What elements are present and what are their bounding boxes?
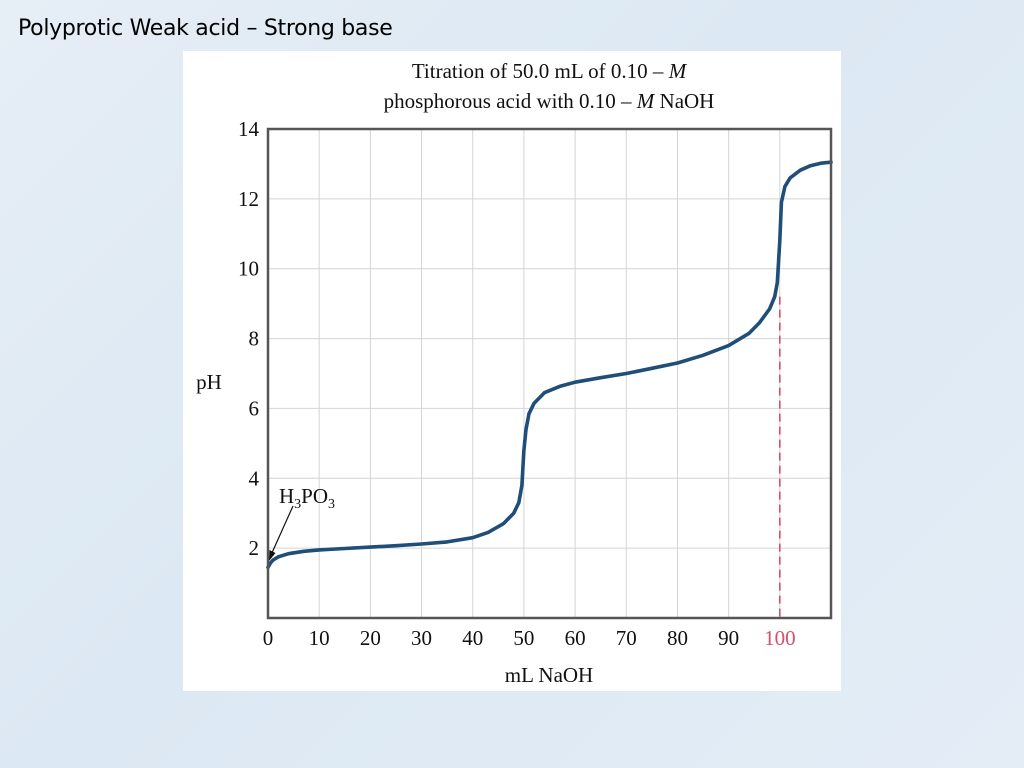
x-tick-label: 40: [462, 626, 483, 650]
plot-frame: [266, 127, 833, 620]
x-tick-label: 90: [718, 626, 739, 650]
x-tick-label-equivalence: 100: [764, 626, 796, 650]
x-tick-labels: 0 10 20 30 40 50 60 70 80 90 100: [263, 626, 796, 650]
titration-curve: [266, 160, 833, 570]
chart-panel: Titration of 50.0 mL of 0.10 – M phospho…: [183, 51, 841, 691]
x-tick-label: 70: [616, 626, 637, 650]
slide-title: Polyprotic Weak acid – Strong base: [18, 16, 393, 41]
y-tick-label: 8: [249, 327, 260, 351]
y-tick-label: 6: [249, 396, 260, 420]
x-tick-label: 50: [513, 626, 534, 650]
chart-title-line-1: Titration of 50.0 mL of 0.10 – M: [412, 59, 688, 83]
y-tick-label: 2: [249, 536, 260, 560]
x-axis-label: mL NaOH: [505, 663, 593, 687]
curve-layer: [266, 160, 833, 570]
x-tick-label: 30: [411, 626, 432, 650]
x-tick-label: 0: [263, 626, 274, 650]
x-tick-label: 20: [360, 626, 381, 650]
x-tick-label: 60: [565, 626, 586, 650]
y-tick-label: 4: [249, 466, 260, 490]
x-tick-label: 80: [667, 626, 688, 650]
x-tick-label: 10: [309, 626, 330, 650]
y-tick-labels: 2 4 6 8 10 12 14: [238, 117, 260, 560]
grid-lines: [268, 129, 831, 618]
h3po3-annotation: H3PO3: [279, 484, 335, 512]
y-tick-label: 14: [238, 117, 260, 141]
y-tick-label: 10: [238, 257, 259, 281]
y-axis-label: pH: [196, 370, 222, 394]
y-tick-label: 12: [238, 187, 259, 211]
titration-chart: Titration of 50.0 mL of 0.10 – M phospho…: [196, 59, 833, 687]
chart-title-line-2: phosphorous acid with 0.10 – M NaOH: [384, 89, 715, 113]
annotation-arrow: [269, 505, 294, 561]
